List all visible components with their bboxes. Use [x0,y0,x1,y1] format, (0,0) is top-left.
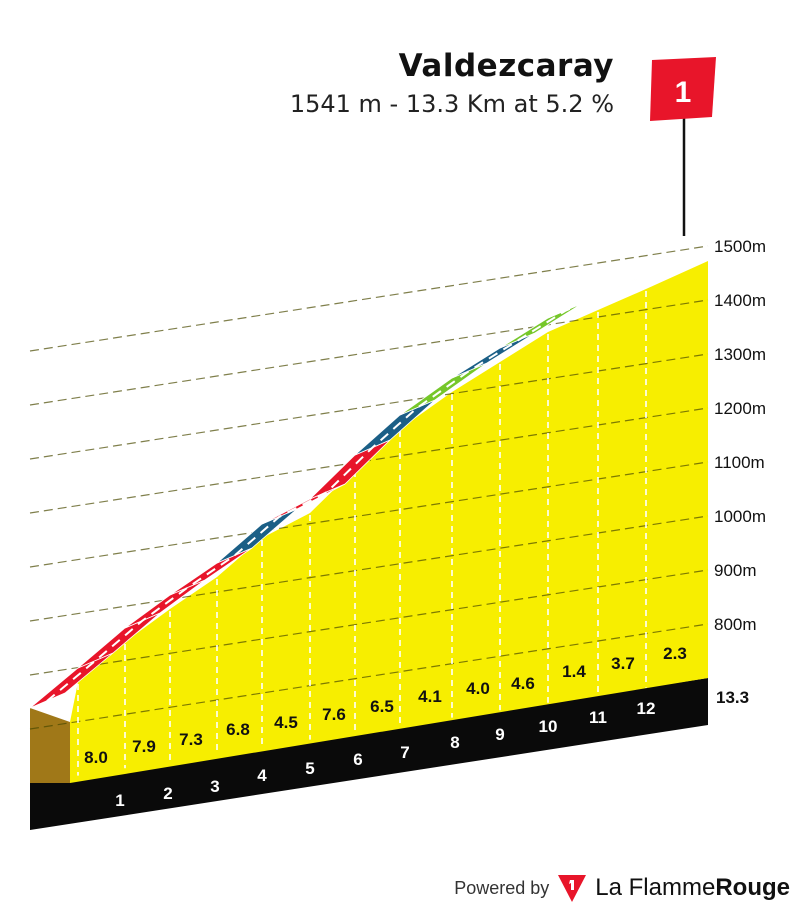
altitude-tick-label: 1000m [714,507,766,526]
altitude-tick-label: 800m [714,615,757,634]
altitude-tick-label: 900m [714,561,757,580]
km-label: 1 [115,791,124,810]
altitude-gridline [29,353,709,460]
grade-label: 7.9 [132,737,156,756]
grade-label: 4.0 [466,679,490,698]
route-centerline [46,239,726,702]
flamme-rouge-logo-icon [558,875,587,902]
km-label: 12 [637,699,656,718]
brand-bold: Rouge [715,874,790,901]
km-label: 8 [450,733,459,752]
climb-info: 1541 m - 13.3 Km at 5.2 % [289,90,614,118]
altitude-tick-label: 1100m [714,453,765,472]
climb-name: Valdezcaray [398,48,614,84]
km-label: 4 [257,766,267,785]
total-distance-label: 13.3 [716,688,749,707]
km-label: 9 [495,725,504,744]
base-band [30,678,708,830]
km-label: 6 [353,750,362,769]
altitude-gridline [29,623,709,730]
km-label: 5 [305,759,314,778]
grade-label: 4.6 [511,674,535,693]
altitude-gridline [29,461,709,568]
km-label: 7 [400,743,409,762]
altitude-gridline [29,299,709,406]
grade-label: 7.3 [179,730,203,749]
km-label: 3 [210,777,219,796]
km-label: 11 [589,708,607,727]
altitude-tick-label: 1500m [714,237,766,256]
grade-label: 1.4 [562,662,586,681]
category-flag [650,57,716,121]
grade-label: 2.3 [663,644,687,663]
km-label: 2 [163,784,172,803]
grade-label: 8.0 [84,748,108,767]
altitude-tick-label: 1300m [714,345,766,364]
altitude-tick-label: 1400m [714,291,766,310]
grade-label: 4.1 [418,687,442,706]
footer: Powered by La FlammeRouge [454,873,790,903]
brand-name: La FlammeRouge [595,874,790,902]
title-block: Valdezcaray 1541 m - 13.3 Km at 5.2 % [290,48,614,118]
altitude-gridline [29,569,709,676]
grade-label: 6.5 [370,697,394,716]
start-face [30,708,70,783]
altitude-gridline [29,515,709,622]
km-label: 10 [539,717,558,736]
grade-label: 4.5 [274,713,298,732]
grade-label: 3.7 [611,654,635,673]
altitude-gridline [29,245,709,352]
grade-label: 7.6 [322,705,346,724]
grade-label: 6.8 [226,720,250,739]
altitude-tick-label: 1200m [714,399,766,418]
category-flag-label: 1 [675,76,692,109]
brand-regular: La Flamme [595,874,716,901]
powered-by-text: Powered by [454,877,550,898]
